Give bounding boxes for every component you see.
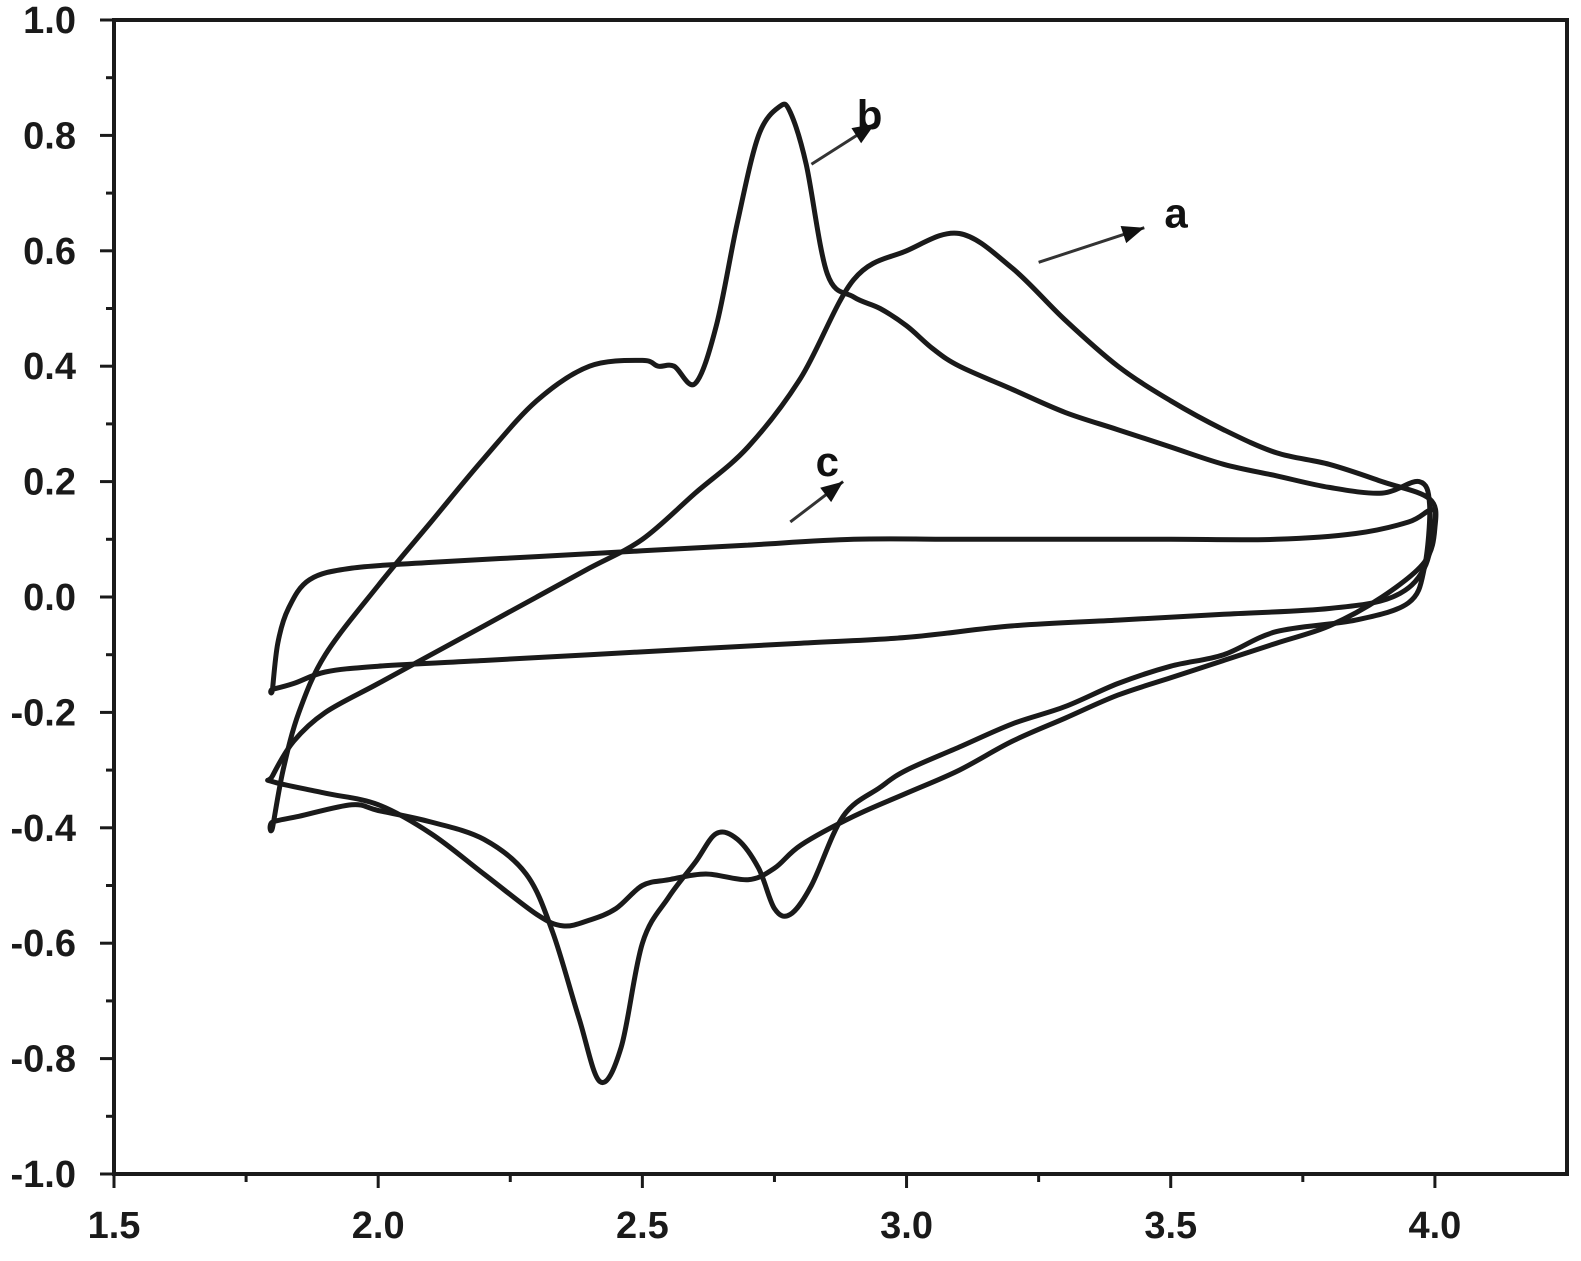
y-tick-label: 0.2 xyxy=(23,462,76,504)
x-tick-label: 4.0 xyxy=(1408,1205,1461,1247)
y-tick-label: 0.4 xyxy=(23,346,76,388)
y-tick-label: -0.2 xyxy=(11,692,76,734)
y-tick-label: -1.0 xyxy=(11,1154,76,1196)
x-tick-label: 3.0 xyxy=(880,1205,933,1247)
series-labels: a b c xyxy=(789,92,1188,524)
x-axis: 1.5 2.0 2.5 3.0 3.5 4.0 xyxy=(88,1174,1461,1247)
y-tick-label: -0.6 xyxy=(11,923,76,965)
series-c-arrow-head xyxy=(820,481,844,503)
x-tick-label: 2.0 xyxy=(352,1205,405,1247)
y-tick-label: 0.6 xyxy=(23,231,76,273)
series-b-curve xyxy=(267,101,1433,1086)
series-b-arrow-head xyxy=(851,123,875,144)
series-a-curve xyxy=(265,230,1439,929)
series-a-arrow-head xyxy=(1120,226,1145,244)
y-tick-label: 0.0 xyxy=(23,577,76,619)
series-c-label: c xyxy=(816,438,839,485)
x-tick-label: 2.5 xyxy=(616,1205,669,1247)
x-tick-label: 3.5 xyxy=(1144,1205,1197,1247)
y-tick-label: -0.4 xyxy=(11,808,76,850)
y-tick-label: -0.8 xyxy=(11,1039,76,1081)
plot-frame xyxy=(112,18,1569,1176)
series-layer xyxy=(265,101,1439,1086)
x-tick-label: 1.5 xyxy=(88,1205,141,1247)
series-a-label: a xyxy=(1164,190,1188,237)
y-tick-label: 0.8 xyxy=(23,115,76,157)
series-b-label: b xyxy=(857,92,883,139)
series-c-curve xyxy=(268,506,1438,696)
y-tick-label: 1.0 xyxy=(23,0,76,42)
y-axis: -1.0 -0.8 -0.6 -0.4 -0.2 0.0 0.2 0.4 0.6 0.8 1.0 xyxy=(11,0,114,1196)
